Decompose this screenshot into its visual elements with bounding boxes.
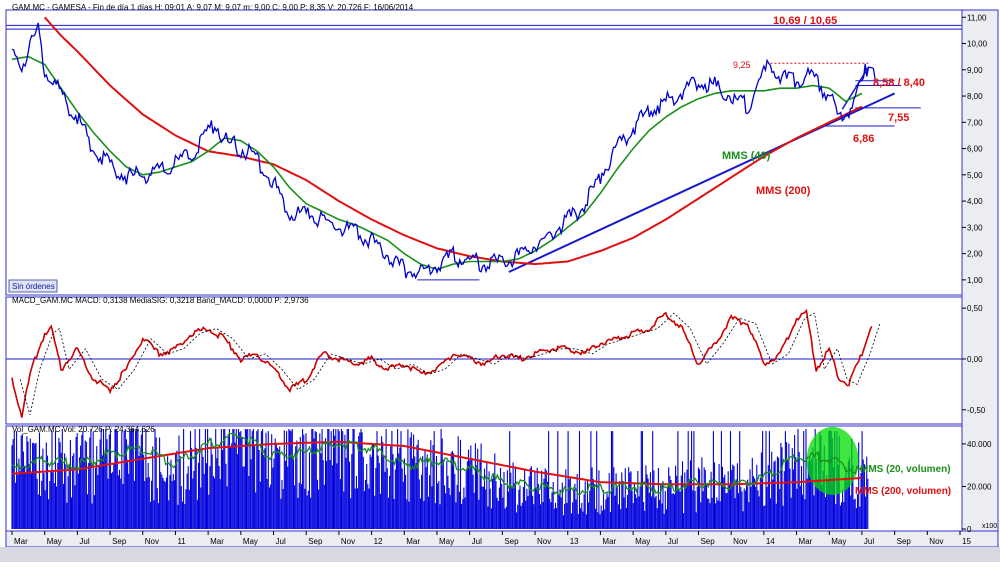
x-tick-label: Nov	[341, 537, 355, 546]
x-tick-label: Mar	[210, 537, 224, 546]
volume-label-ma200: MMS (200, volumen)	[855, 486, 951, 497]
x-tick-label: Nov	[145, 537, 159, 546]
x-tick-label: May	[831, 537, 846, 546]
price-line	[11, 22, 876, 280]
annotation-resistance: 10,69 / 10,65	[773, 15, 837, 27]
macd-y-tick-label: -0,50	[967, 406, 986, 415]
volume-highlight	[806, 426, 859, 495]
price-y-tick-label: 1,00	[967, 276, 983, 285]
annotation-mms200: MMS (200)	[756, 185, 811, 197]
x-tick-label: 14	[766, 537, 775, 546]
y-axis-strip	[961, 9, 999, 532]
x-tick-label: Jul	[276, 537, 286, 546]
price-y-tick-label: 3,00	[967, 223, 983, 232]
annotation-peak: 9,25	[733, 60, 751, 70]
x-tick-label: Sep	[112, 537, 127, 546]
volume-unit: x100	[982, 523, 997, 530]
x-tick-label: 12	[374, 537, 383, 546]
x-tick-label: Sep	[308, 537, 323, 546]
volume-y-tick-label: 0	[967, 525, 972, 534]
price-y-tick-label: 2,00	[967, 250, 983, 259]
price-y-tick-label: 7,00	[967, 118, 983, 127]
scrollbar-track[interactable]	[0, 547, 1000, 562]
x-tick-label: Nov	[733, 537, 747, 546]
x-tick-label: Jul	[79, 537, 89, 546]
x-tick-label: May	[439, 537, 454, 546]
price-y-tick-label: 4,00	[967, 197, 983, 206]
x-tick-label: 13	[570, 537, 579, 546]
volume-y-tick-label: 20.000	[967, 482, 992, 491]
x-tick-label: May	[635, 537, 650, 546]
price-header: GAM.MC - GAMESA - Fin de día 1 días H: 0…	[12, 3, 414, 12]
x-tick-label: Nov	[537, 537, 551, 546]
x-tick-label: Sep	[504, 537, 519, 546]
price-y-tick-label: 5,00	[967, 171, 983, 180]
price-y-tick-label: 8,00	[967, 92, 983, 101]
x-tick-label: Mar	[406, 537, 420, 546]
x-tick-label: Mar	[602, 537, 616, 546]
macd-layer	[6, 308, 962, 418]
x-tick-label: Jul	[472, 537, 482, 546]
x-tick-label: May	[47, 537, 62, 546]
price-layer	[6, 16, 962, 281]
volume-ma200-line	[11, 440, 862, 486]
x-tick-label: Mar	[799, 537, 813, 546]
x-tick-label: Mar	[14, 537, 28, 546]
annotation-s1: 7,55	[888, 112, 909, 124]
price-y-tick-label: 11,00	[967, 13, 987, 22]
x-tick-label: 11	[177, 537, 186, 546]
no-orders-button[interactable]: Sin órdenes	[12, 282, 55, 291]
x-tick-label: Sep	[700, 537, 715, 546]
volume-y-tick-label: 40.000	[967, 440, 992, 449]
no-orders-button-bg[interactable]	[8, 279, 58, 293]
macd-y-tick-label: 0,50	[967, 304, 983, 313]
x-tick-label: Nov	[929, 537, 943, 546]
annotation-mms40: MMS (40)	[722, 150, 771, 162]
macd-header: MACD_GAM.MC MACD: 0,3138 MediaSIG: 0,321…	[12, 296, 309, 305]
price-y-tick-label: 9,00	[967, 66, 983, 75]
long-trend-line	[508, 92, 896, 273]
annotation-r1: 8,58 / 8,40	[873, 77, 925, 89]
volume-header: Vol_GAM.MC Vol: 20.726 P: 24.364.626	[12, 425, 155, 434]
x-tick-label: Sep	[897, 537, 912, 546]
x-tick-label: 15	[962, 537, 971, 546]
volume-ma20-line	[11, 432, 863, 496]
x-tick-label: May	[243, 537, 258, 546]
price-y-tick-label: 6,00	[967, 145, 983, 154]
x-tick-label: Jul	[864, 537, 874, 546]
macd-y-tick-label: 0,00	[967, 355, 983, 364]
macd-signal-line	[19, 312, 881, 416]
volume-label-ma20: MMS (20, volumen)	[860, 464, 951, 475]
macd-line	[11, 308, 873, 418]
volume-layer	[11, 426, 869, 529]
axis-layer: 1,00 2,00 3,00 4,00 5,00 6,00 7,00 8,00 9,00 10,0…	[11, 13, 992, 546]
annotation-s2: 6,86	[853, 133, 874, 145]
x-tick-label: Jul	[668, 537, 678, 546]
price-y-tick-label: 10,00	[967, 40, 988, 49]
price-panel	[5, 9, 963, 296]
